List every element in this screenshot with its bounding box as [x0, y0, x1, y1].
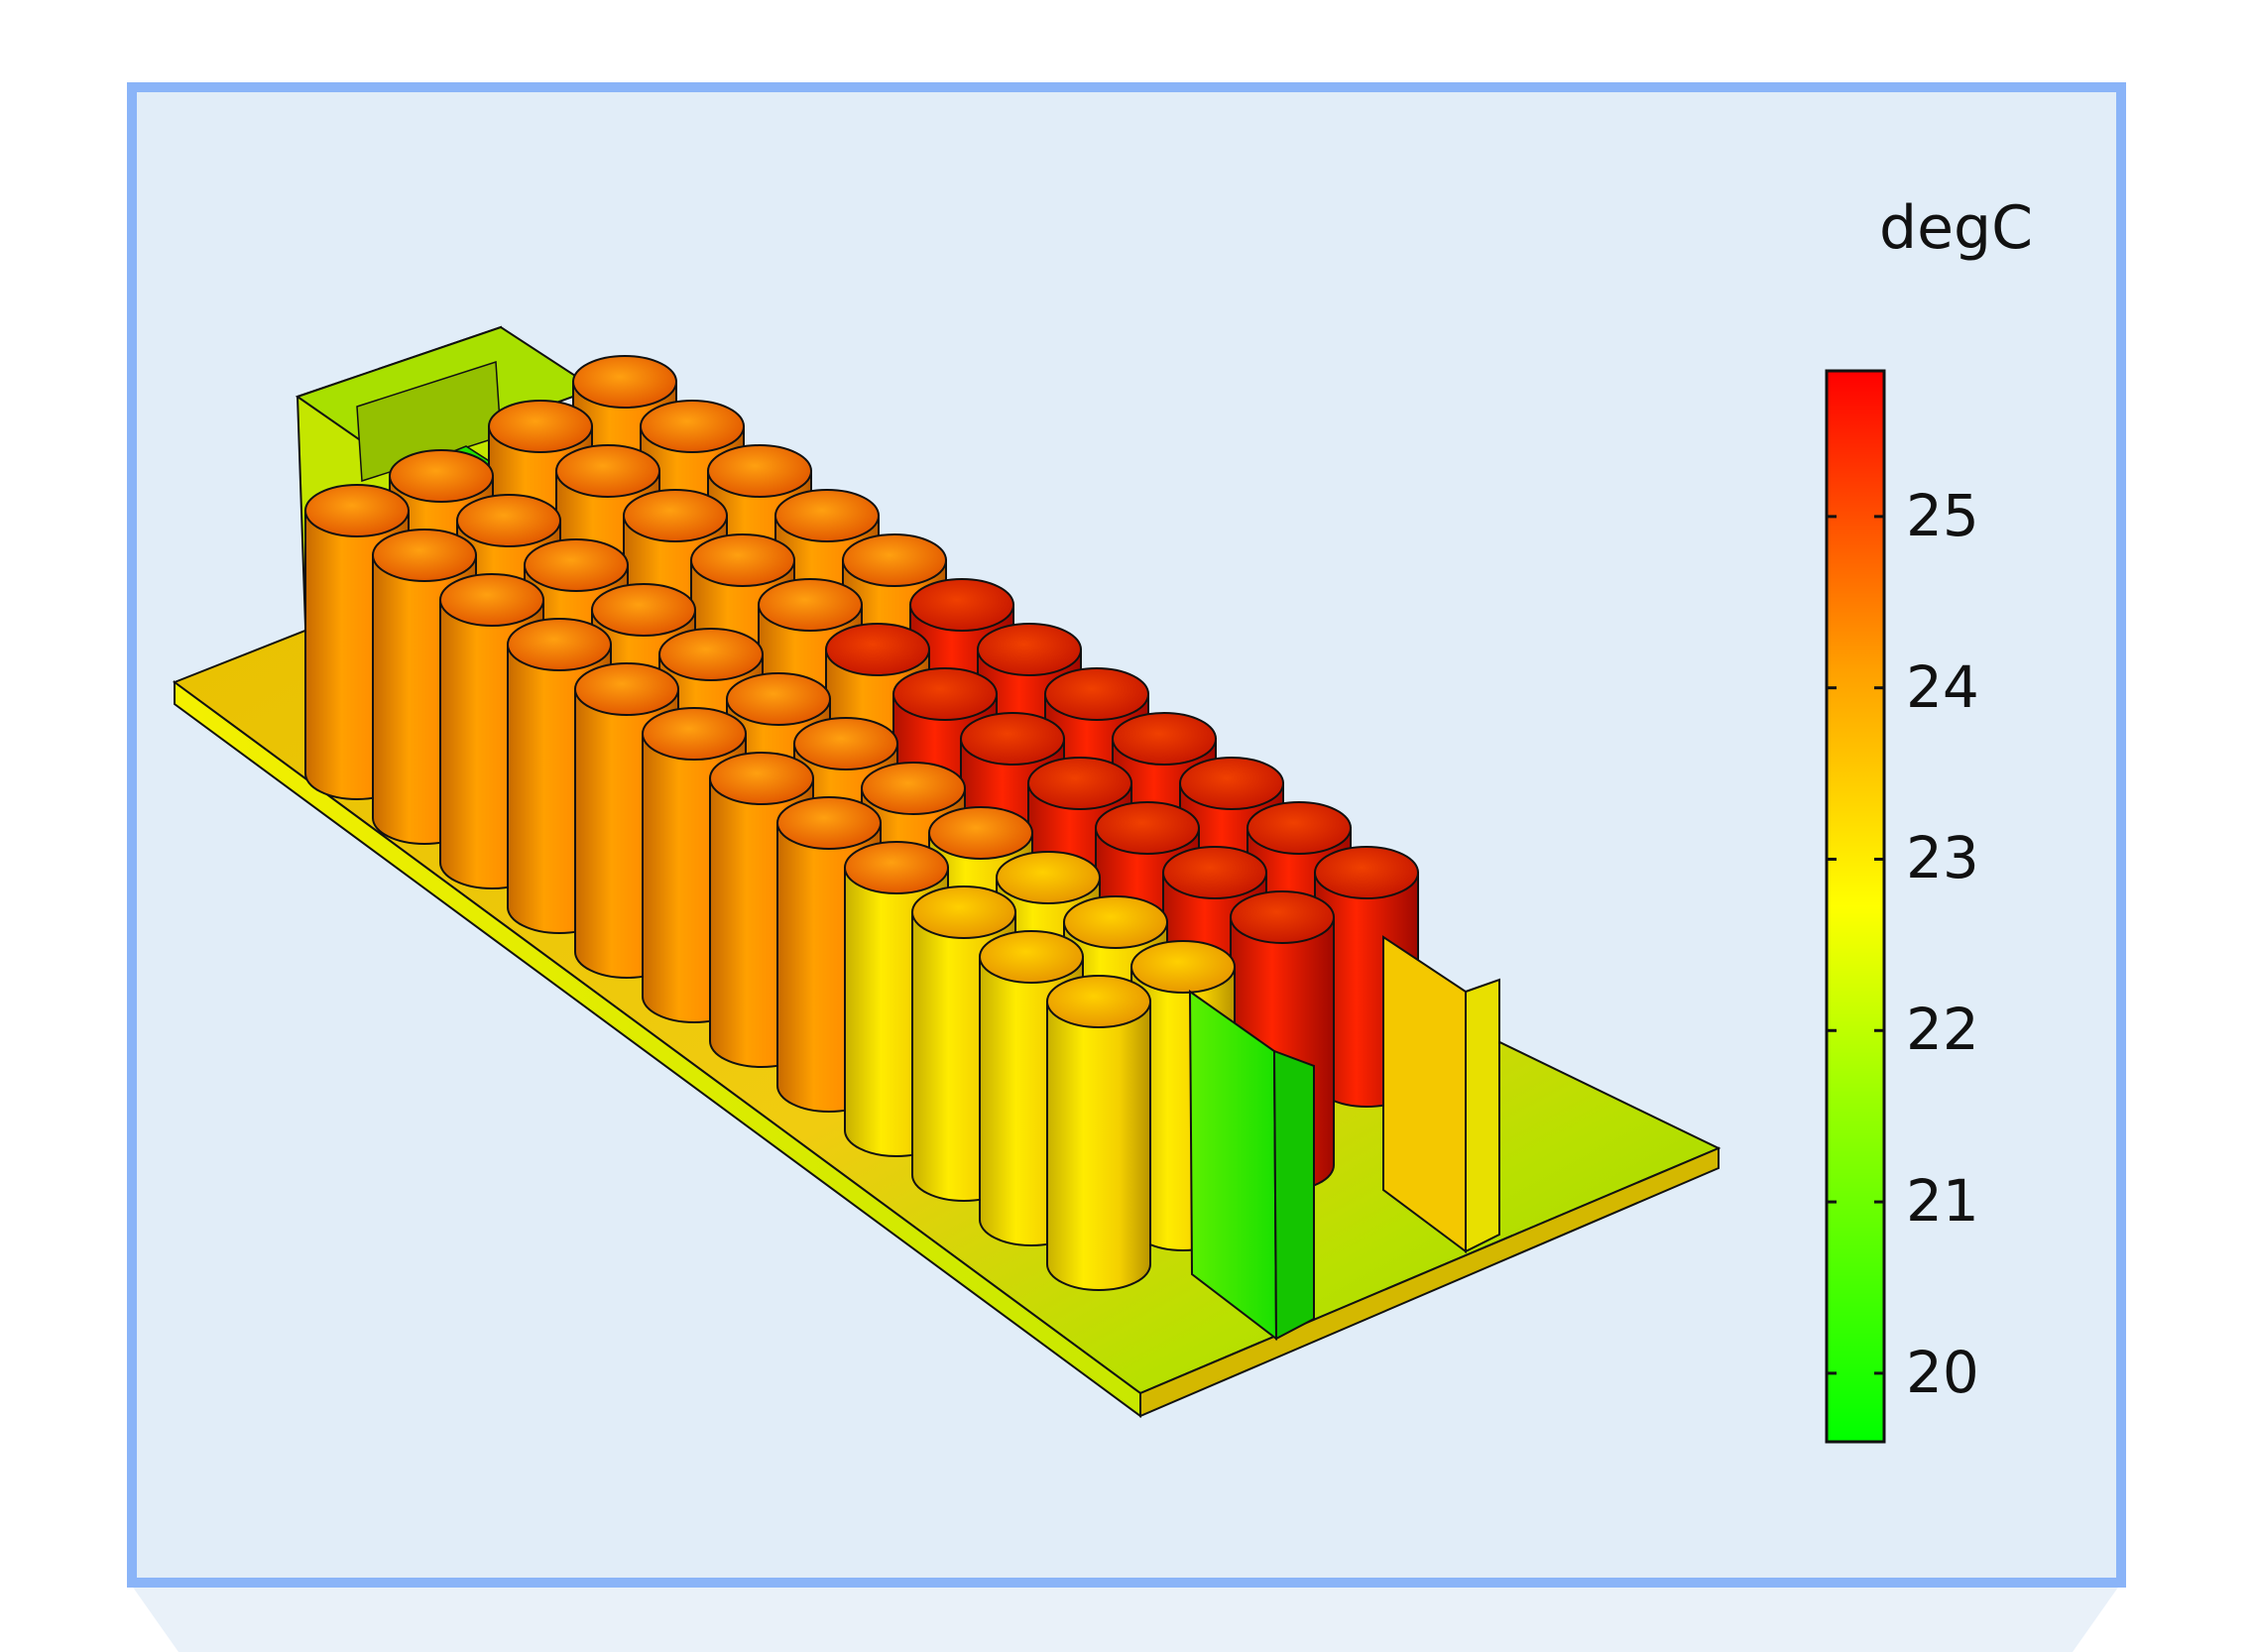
colorbar-tick-label: 22	[1906, 996, 1979, 1064]
divider-wall-yellow-edge	[1465, 978, 1500, 1253]
battery-cell-top	[372, 529, 477, 582]
battery-cell-top	[793, 717, 898, 770]
battery-cell-top	[1162, 846, 1267, 899]
battery-cell-top	[1046, 975, 1151, 1028]
battery-cell-top	[1027, 757, 1132, 810]
colorbar-tick-label: 23	[1906, 824, 1979, 892]
base-plate-side	[1139, 1146, 1720, 1418]
battery-cell-top	[572, 355, 677, 409]
battery-cell-top	[1230, 890, 1335, 944]
battery-cell-top	[979, 930, 1084, 984]
battery-cell-top	[456, 494, 561, 547]
battery-cell-top	[909, 578, 1014, 632]
battery-cell-top	[726, 672, 831, 726]
battery-module-model[interactable]	[172, 325, 1722, 1418]
battery-cell-top	[304, 484, 410, 537]
battery-cell-top	[488, 400, 593, 453]
battery-cell	[1046, 975, 1151, 1291]
battery-cell-top	[574, 662, 679, 716]
battery-cell-top	[1247, 801, 1352, 855]
battery-cell-top	[776, 796, 882, 850]
battery-cell-top	[844, 841, 949, 894]
battery-cell-top	[911, 885, 1016, 939]
battery-cell-top	[555, 444, 660, 498]
colorbar-unit-label: degC	[1879, 193, 2033, 263]
battery-cell-top	[1130, 940, 1236, 994]
colorbar-tick-label: 20	[1906, 1338, 1979, 1406]
battery-cell-top	[960, 712, 1065, 766]
battery-cell-top	[1095, 801, 1200, 855]
battery-cell-top	[709, 752, 814, 805]
battery-cell-top	[690, 533, 795, 587]
battery-cell-top	[825, 623, 930, 676]
battery-cell-top	[996, 851, 1101, 904]
battery-cell-top	[1314, 846, 1419, 899]
color-legend	[1825, 369, 1886, 1444]
battery-cell-top	[524, 538, 629, 592]
colorbar-ticks	[1827, 515, 1884, 1375]
battery-cell-top	[707, 444, 812, 498]
battery-cell-top	[389, 449, 494, 503]
battery-cell-top	[1179, 757, 1284, 810]
battery-cell-top	[642, 707, 747, 761]
battery-cell-top	[842, 533, 947, 587]
battery-cell-top	[977, 623, 1082, 676]
battery-cell-top	[1044, 667, 1149, 721]
battery-cell-top	[640, 400, 745, 453]
battery-cell-top	[892, 667, 998, 721]
colorbar	[1825, 369, 1886, 1444]
battery-cell-top	[623, 489, 728, 542]
battery-cell-top	[774, 489, 880, 542]
battery-cell-top	[507, 618, 612, 671]
battery-cell-top	[1063, 895, 1168, 949]
battery-cell-top	[1112, 712, 1217, 766]
battery-cell-top	[591, 583, 696, 637]
battery-cell-top	[439, 573, 544, 627]
battery-cell-top	[861, 762, 966, 815]
colorbar-tick-label: 24	[1906, 652, 1979, 721]
colorbar-tick-label: 21	[1906, 1167, 1979, 1236]
battery-cell-body	[1046, 1001, 1151, 1291]
colorbar-tick-label: 25	[1906, 481, 1979, 549]
battery-cell-top	[758, 578, 863, 632]
battery-cell-top	[658, 628, 764, 681]
battery-cell-top	[928, 806, 1033, 860]
divider-wall-edge	[1272, 1049, 1315, 1341]
